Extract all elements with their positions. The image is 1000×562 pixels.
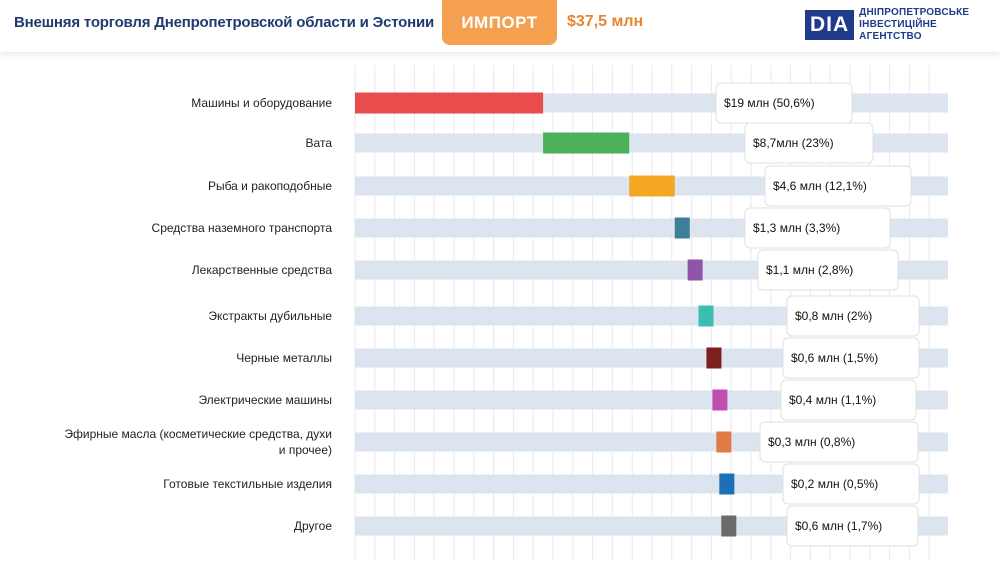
category-label: Электрические машины — [198, 393, 332, 407]
category-label: Черные металлы — [236, 351, 332, 365]
value-label-box — [764, 165, 912, 207]
bar — [629, 175, 675, 197]
bar — [721, 515, 737, 537]
value-label: $0,6 млн (1,7%) — [795, 519, 882, 533]
value-label-box — [744, 122, 874, 164]
bar — [687, 259, 703, 281]
value-label-box — [782, 337, 920, 379]
bar — [706, 347, 722, 369]
value-label-box — [759, 421, 919, 463]
category-label: Другое — [294, 519, 332, 533]
value-label: $1,3 млн (3,3%) — [753, 221, 840, 235]
value-label: $19 млн (50,6%) — [724, 96, 815, 110]
value-label: $8,7млн (23%) — [753, 136, 834, 150]
header-bar: Внешняя торговля Днепропетровской област… — [0, 0, 1000, 52]
total-value: $37,5 млн — [567, 13, 644, 30]
category-label: Средства наземного транспорта — [152, 221, 333, 235]
bar — [543, 132, 630, 154]
value-label-box — [744, 207, 891, 249]
value-label: $1,1 млн (2,8%) — [766, 263, 853, 277]
page-title: Внешняя торговля Днепропетровской област… — [14, 14, 435, 31]
bar — [698, 305, 714, 327]
category-label: и прочее) — [279, 443, 332, 457]
value-label: $0,6 млн (1,5%) — [791, 351, 878, 365]
category-label: Лекарственные средства — [192, 263, 333, 277]
value-label: $0,8 млн (2%) — [795, 309, 872, 323]
value-label-box — [782, 463, 920, 505]
category-label: Готовые текстильные изделия — [163, 477, 332, 491]
value-label: $4,6 млн (12,1%) — [773, 179, 867, 193]
value-label-box — [786, 505, 919, 547]
category-label: Машины и оборудование — [191, 96, 332, 110]
category-label: Экстракты дубильные — [208, 309, 332, 323]
tab-import[interactable]: ИМПОРТ — [442, 0, 557, 45]
value-label-box — [786, 295, 920, 337]
value-label: $0,2 млн (0,5%) — [791, 477, 878, 491]
bar — [719, 473, 735, 495]
dia-logo: DIA ДНІПРОПЕТРОВСЬКЕ ІНВЕСТИЦІЙНЕ АГЕНТС… — [805, 7, 1000, 43]
category-label: Эфирные масла (косметические средства, д… — [64, 427, 332, 441]
logo-text: ДНІПРОПЕТРОВСЬКЕ ІНВЕСТИЦІЙНЕ АГЕНТСТВО — [859, 7, 1000, 43]
logo-line-1: ДНІПРОПЕТРОВСЬКЕ — [859, 7, 970, 18]
value-label-box — [757, 249, 899, 291]
bar — [674, 217, 690, 239]
bar — [712, 389, 728, 411]
logo-line-2: ІНВЕСТИЦІЙНЕ АГЕНТСТВО — [859, 19, 937, 42]
category-label: Вата — [306, 136, 333, 150]
bar — [355, 92, 544, 114]
category-label: Рыба и ракоподобные — [208, 179, 332, 193]
value-label: $0,3 млн (0,8%) — [768, 435, 855, 449]
logo-mark: DIA — [805, 10, 855, 40]
value-label-box — [780, 379, 917, 421]
value-label: $0,4 млн (1,1%) — [789, 393, 876, 407]
bar — [716, 431, 732, 453]
